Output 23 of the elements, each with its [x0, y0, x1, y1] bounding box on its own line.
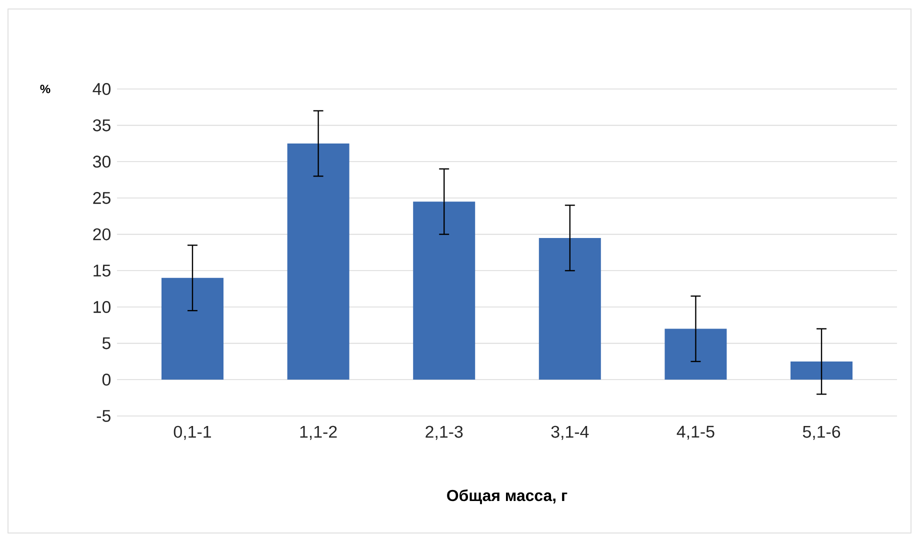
x-tick-label: 1,1-2 — [300, 426, 337, 440]
bar — [161, 278, 224, 380]
y-tick-label: 15 — [94, 264, 110, 277]
y-tick-label: 5 — [102, 337, 110, 350]
y-tick-label: 25 — [93, 192, 110, 204]
y-tick-label: 0 — [102, 374, 111, 386]
x-axis-title: Общая масса, г — [447, 489, 568, 504]
x-tick-label: 3,1-4 — [551, 426, 589, 440]
y-tick-label: 35 — [92, 119, 110, 132]
bar — [538, 238, 601, 380]
y-tick-label: 20 — [93, 228, 111, 240]
x-tick-label: 0,1-1 — [174, 426, 211, 440]
y-tick-label: 10 — [94, 300, 111, 313]
x-tick-label: 4,1-5 — [676, 426, 714, 440]
y-tick-label: 40 — [92, 82, 111, 95]
x-tick-label: 2,1-3 — [426, 426, 463, 440]
x-tick-label: 5,1-6 — [802, 426, 840, 440]
y-tick-label: -5 — [96, 410, 110, 422]
y-tick-label: 30 — [92, 156, 111, 168]
bar — [790, 361, 853, 380]
y-axis-title: % — [40, 84, 50, 94]
bar — [287, 143, 350, 380]
bar — [413, 202, 476, 380]
